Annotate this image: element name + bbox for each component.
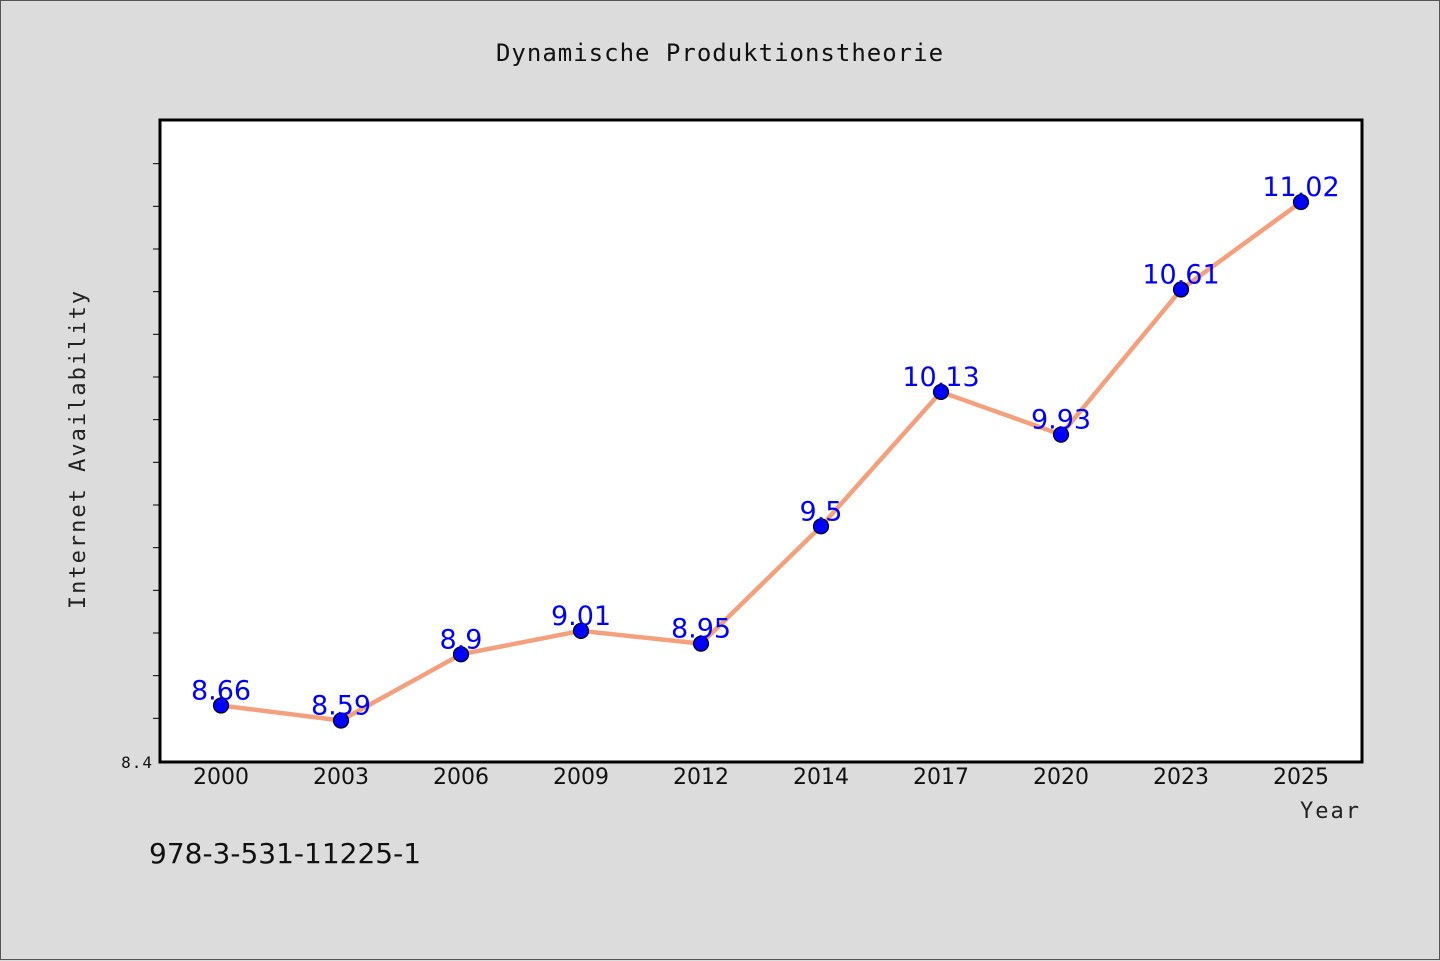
y-axis-label: Internet Availability	[66, 289, 91, 609]
series-layer	[212, 193, 1310, 729]
data-label: 8.59	[311, 690, 371, 721]
x-tick-label: 2014	[793, 765, 849, 790]
data-point	[812, 518, 830, 535]
data-point	[692, 635, 710, 652]
y-tick-label-min: 8.4	[121, 753, 153, 772]
data-label: 9.5	[800, 496, 843, 527]
data-point	[1052, 426, 1070, 443]
x-axis-tick-labels: 2000 2003 2006 2009 2012 2014 2017 2020 2023 2025	[193, 765, 1329, 790]
data-label: 10.13	[902, 362, 979, 393]
x-tick-label: 2000	[193, 765, 249, 790]
data-point	[452, 646, 470, 663]
x-tick-label: 2012	[673, 765, 729, 790]
data-point	[212, 697, 230, 714]
x-tick-label: 2003	[313, 765, 369, 790]
data-label: 8.95	[671, 614, 731, 645]
data-label: 8.66	[191, 676, 251, 707]
data-label: 11.02	[1262, 172, 1339, 203]
data-point	[332, 712, 350, 729]
data-point	[932, 383, 950, 401]
x-tick-label: 2025	[1273, 765, 1329, 790]
x-tick-label: 2020	[1033, 765, 1089, 790]
series-line	[220, 200, 1303, 723]
chart-title: Dynamische Produktionstheorie	[496, 39, 944, 67]
data-label-layer: 8.66 8.59 8.9 9.01 8.95 9.5 10.13 9.93 10.61 11.0…	[191, 172, 1340, 721]
data-point	[1172, 281, 1190, 298]
data-point	[572, 622, 590, 639]
x-tick-label: 2009	[553, 765, 609, 790]
data-point	[1292, 193, 1310, 211]
x-axis-label: Year	[1300, 799, 1361, 824]
x-tick-label: 2023	[1153, 765, 1209, 790]
data-label: 9.93	[1031, 405, 1091, 436]
plot-area	[158, 118, 1364, 764]
data-label: 9.01	[551, 601, 611, 632]
x-tick-label: 2017	[913, 765, 969, 790]
y-axis-ticks	[153, 163, 160, 719]
x-tick-label: 2006	[433, 765, 489, 790]
data-label: 10.61	[1142, 260, 1219, 291]
data-label: 8.9	[440, 624, 483, 655]
isbn-text: 978-3-531-11225-1	[149, 837, 421, 870]
